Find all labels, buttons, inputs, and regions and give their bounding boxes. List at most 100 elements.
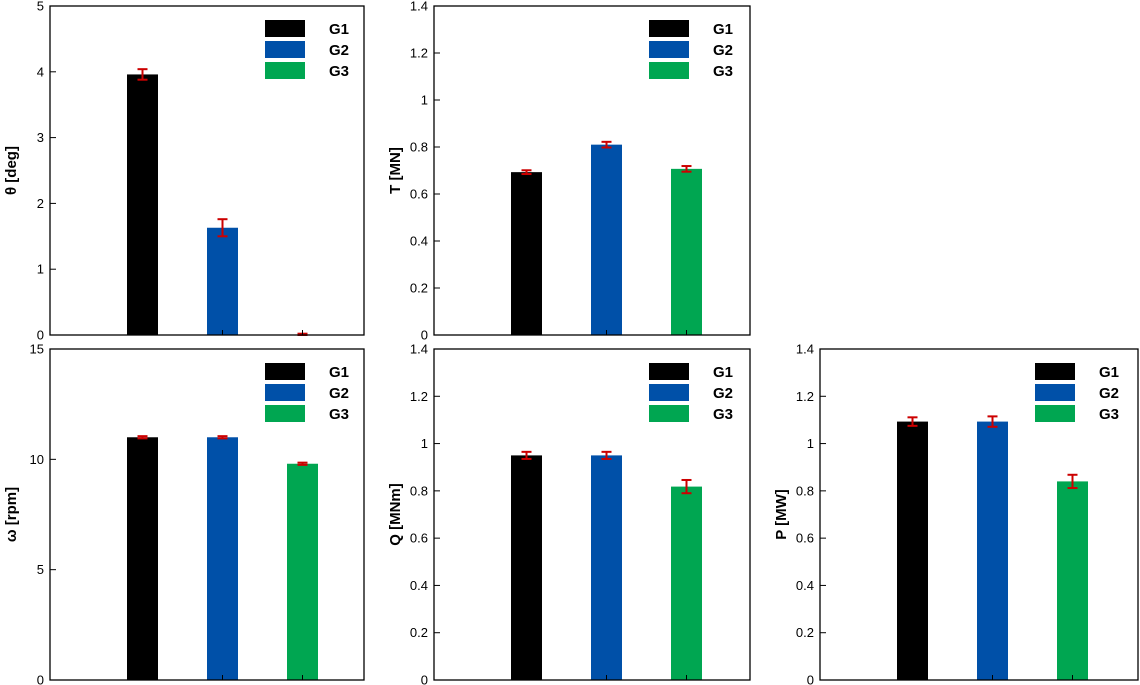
- legend-label-g3: G3: [329, 406, 349, 423]
- y-tick-label: 3: [37, 130, 44, 145]
- legend-swatch-g2: [265, 384, 305, 401]
- y-tick-label: 0.2: [410, 625, 428, 640]
- chart-panel-2: 0 0.2 0.4 0.6 0.8 1 1.2 1.4 T [MN] G1 G2 G3: [387, 0, 751, 343]
- y-tick-label: 0.2: [796, 625, 814, 640]
- error-bar-g3: [1067, 473, 1078, 490]
- y-axis-label: Q [MNm]: [387, 483, 404, 546]
- legend-swatch-g3: [265, 405, 305, 422]
- y-tick-label: 0.2: [410, 281, 428, 296]
- legend: G1 G2 G3: [1035, 363, 1119, 423]
- legend-label-g2: G2: [713, 385, 733, 402]
- error-bar-g3: [297, 461, 308, 466]
- y-tick-label: 0: [421, 328, 428, 343]
- legend-label-g3: G3: [329, 63, 349, 80]
- y-tick-label: 0.6: [410, 531, 428, 546]
- legend-label-g3: G3: [713, 406, 733, 423]
- legend-label-g3: G3: [713, 63, 733, 80]
- y-tick-label: 1: [421, 93, 428, 108]
- error-bar-g1: [521, 169, 532, 176]
- chart-panel-5: 0 0.2 0.4 0.6 0.8 1 1.2 1.4 P [MW] G1 G2 G3: [773, 342, 1139, 685]
- y-tick-label: 0: [421, 673, 428, 685]
- y-tick-label: 1: [37, 262, 44, 277]
- error-bar-g2: [987, 415, 998, 428]
- legend-label-g3: G3: [1099, 406, 1119, 423]
- bar-g3: [671, 168, 702, 335]
- y-tick-label: 0.8: [796, 483, 814, 498]
- legend-swatch-g1: [649, 20, 689, 37]
- y-tick-label: 5: [37, 562, 44, 577]
- bar-g1: [511, 455, 542, 680]
- y-tick-label: 0.8: [410, 483, 428, 498]
- y-axis-label: T [MN]: [387, 147, 404, 194]
- error-bar-g1: [907, 416, 918, 427]
- y-tick-label: 0.8: [410, 140, 428, 155]
- legend-swatch-g3: [649, 405, 689, 422]
- legend-swatch-g1: [1035, 363, 1075, 380]
- bar-g1: [511, 172, 542, 335]
- y-tick-label: 1.2: [410, 389, 428, 404]
- y-tick-label: 0: [807, 673, 814, 685]
- y-axis-label: θ [deg]: [3, 146, 20, 195]
- y-tick-label: 0.6: [796, 531, 814, 546]
- chart-panel-4: 0 0.2 0.4 0.6 0.8 1 1.2 1.4 Q [MNm] G1 G2 G3: [387, 342, 751, 685]
- legend-swatch-g1: [649, 363, 689, 380]
- y-tick-label: 0: [37, 328, 44, 343]
- legend-swatch-g3: [649, 62, 689, 79]
- y-tick-label: 1.2: [410, 46, 428, 61]
- bar-g1: [897, 421, 928, 680]
- y-tick-label: 0.4: [796, 578, 814, 593]
- plot-frame: [49, 5, 365, 336]
- legend-label-g1: G1: [1099, 364, 1119, 381]
- plot-frame: [433, 5, 751, 336]
- legend-swatch-g2: [649, 384, 689, 401]
- y-tick-label: 0: [37, 673, 44, 685]
- legend-label-g2: G2: [713, 42, 733, 59]
- legend-swatch-g1: [265, 363, 305, 380]
- legend: G1 G2 G3: [649, 20, 733, 80]
- error-bar-g1: [521, 450, 532, 460]
- bar-g1: [127, 74, 158, 335]
- error-bar-g2: [601, 450, 612, 460]
- error-bar-g2: [601, 140, 612, 149]
- bar-g2: [207, 227, 238, 335]
- y-tick-label: 5: [37, 0, 44, 14]
- chart-panel-1: 0 1 2 3 4 5 θ [deg] G1 G2 G3: [3, 0, 365, 343]
- error-bar-g2: [217, 435, 228, 440]
- legend-swatch-g3: [265, 62, 305, 79]
- y-tick-label: 1: [807, 436, 814, 451]
- bar-g2: [591, 144, 622, 335]
- bar-g2: [591, 455, 622, 680]
- error-bar-g2: [217, 218, 228, 238]
- y-tick-label: 1.4: [410, 0, 428, 14]
- y-tick-label: 1.4: [410, 342, 428, 357]
- legend-swatch-g1: [265, 20, 305, 37]
- legend-label-g2: G2: [329, 385, 349, 402]
- legend-swatch-g2: [649, 41, 689, 58]
- legend-label-g1: G1: [329, 21, 349, 38]
- legend-swatch-g2: [265, 41, 305, 58]
- legend-swatch-g3: [1035, 405, 1075, 422]
- y-tick-label: 1.4: [796, 342, 814, 357]
- error-bar-g1: [137, 68, 148, 81]
- plot-frame: [819, 348, 1139, 681]
- error-bar-g3: [681, 478, 692, 495]
- y-tick-label: 1: [421, 436, 428, 451]
- bar-g3: [671, 486, 702, 680]
- y-tick-label: 15: [30, 342, 44, 357]
- legend: G1 G2 G3: [265, 363, 349, 423]
- bar-g2: [977, 421, 1008, 680]
- legend-label-g1: G1: [329, 364, 349, 381]
- y-tick-label: 2: [37, 196, 44, 211]
- bar-g2: [207, 437, 238, 680]
- bar-g3: [287, 463, 318, 680]
- y-axis-label: P [MW]: [773, 489, 790, 540]
- error-bar-g3: [681, 165, 692, 173]
- y-tick-label: 0.4: [410, 234, 428, 249]
- y-tick-label: 1.2: [796, 389, 814, 404]
- error-bar-g1: [137, 435, 148, 440]
- plot-frame: [49, 348, 365, 681]
- y-axis-label: ω [rpm]: [3, 487, 20, 542]
- y-tick-label: 0.4: [410, 578, 428, 593]
- y-tick-label: 10: [30, 452, 44, 467]
